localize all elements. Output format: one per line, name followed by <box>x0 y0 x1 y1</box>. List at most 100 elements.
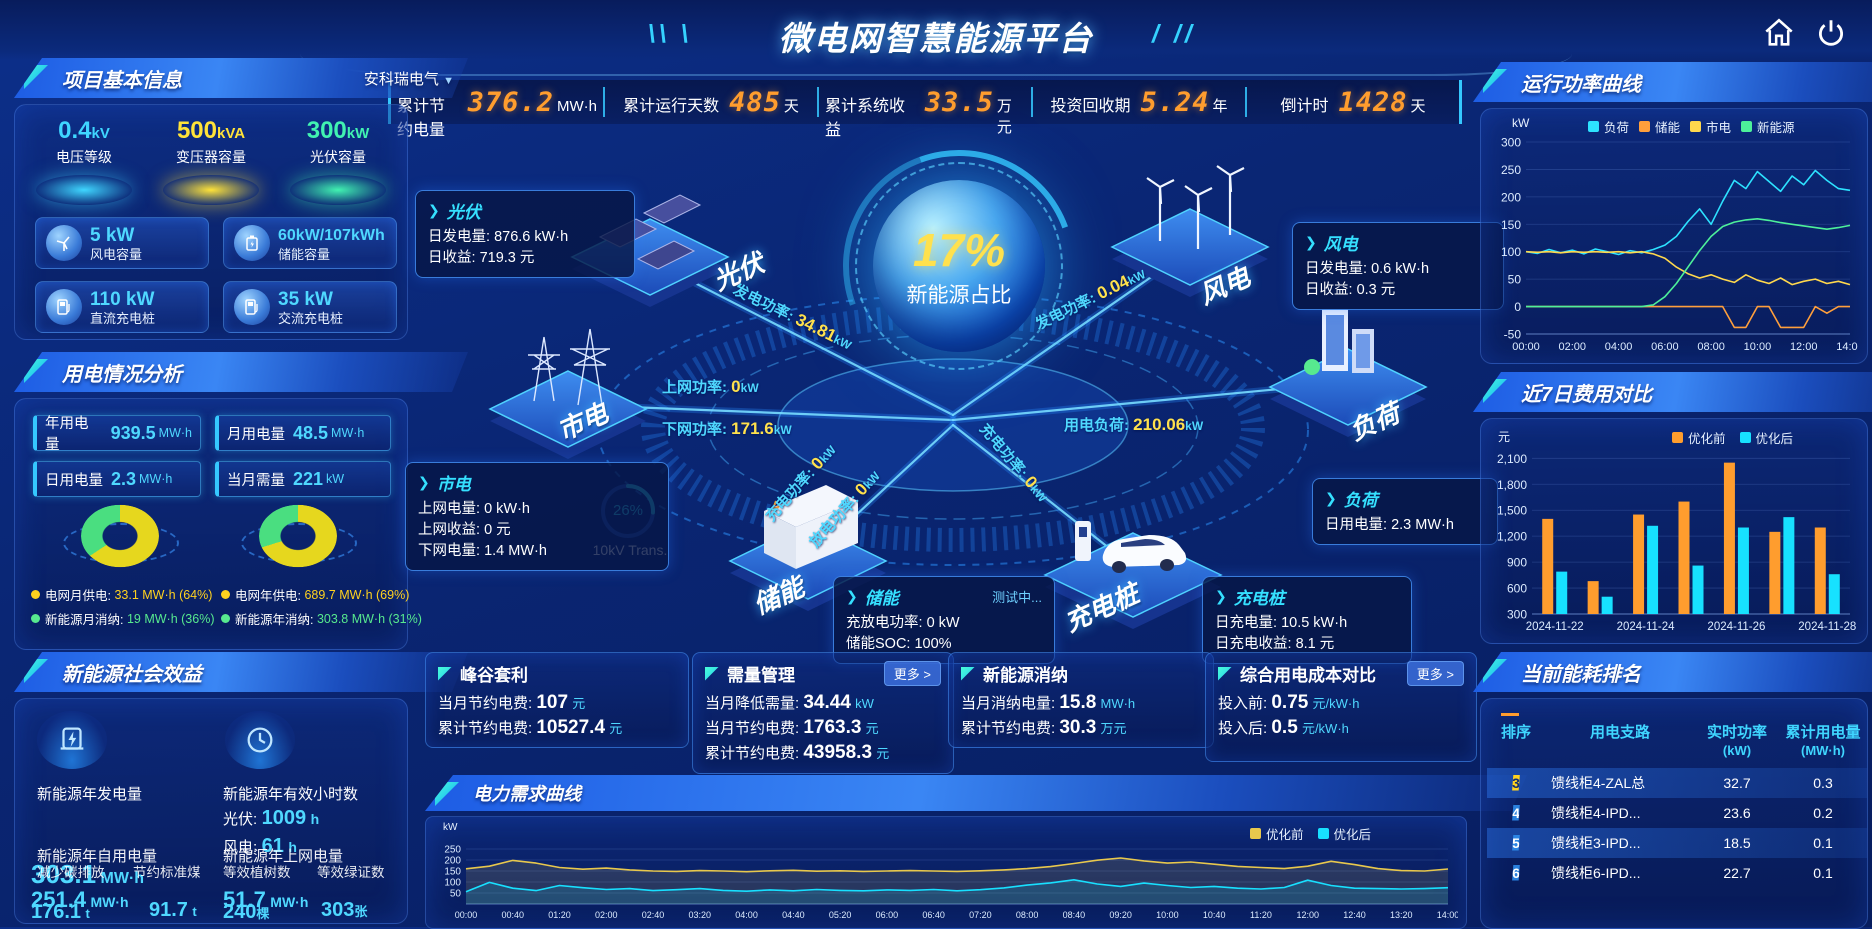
home-icon[interactable] <box>1762 16 1796 50</box>
kpi-stats-bar: 累计节约电量 376.2 MW·h 累计运行天数 485 天 累计系统收益 33… <box>388 80 1462 139</box>
rank-row[interactable]: 6 馈线柜6-IPD... 22.7 0.1 <box>1512 864 1833 881</box>
svg-text:100: 100 <box>444 878 461 889</box>
wind-turbine-icon <box>46 225 82 261</box>
self-use-label: 新能源年自用电量 <box>37 848 158 865</box>
battery-icon <box>234 225 270 261</box>
card-label: 交流充电桩 <box>278 310 344 326</box>
kpi-saved-energy: 累计节约电量 376.2 MW·h <box>391 87 605 139</box>
pv-info-box: ❯ 光伏 日发电量: 876.6 kW·h 日收益: 719.3 元 <box>415 190 635 278</box>
grid-node[interactable] <box>488 328 648 459</box>
svg-text:12:00: 12:00 <box>1790 341 1818 353</box>
caret-icon: ❯ <box>428 202 440 218</box>
demand-panel-body <box>425 816 1467 929</box>
year-donut-legend: 电网年供电: 689.7 MW·h (69%) 新能源年消纳: 303.8 MW… <box>221 585 422 628</box>
rank-row[interactable]: 4 馈线柜4-IPD... 23.6 0.2 <box>1512 804 1833 821</box>
title-deco-right: / // <box>1152 20 1196 48</box>
legend-item[interactable]: 优化后 <box>1739 428 1793 447</box>
card-value: 35 kW <box>278 288 333 310</box>
demand-panel-title: 电力需求曲线 <box>473 784 581 804</box>
to-grid-flow: 上网功率: 0kW <box>662 377 759 396</box>
legend-item[interactable]: 市电 <box>1690 117 1731 136</box>
svg-text:02:00: 02:00 <box>1559 341 1587 353</box>
legend-item: 电网年供电: 689.7 MW·h (69%) <box>221 585 422 604</box>
svg-text:02:00: 02:00 <box>595 910 618 920</box>
charger-node[interactable] <box>1043 521 1223 629</box>
legend-item[interactable]: 负荷 <box>1588 117 1629 136</box>
legend-item[interactable]: 储能 <box>1639 117 1680 136</box>
kpi-label: 累计节约电量 <box>397 98 446 139</box>
co2-label: 减少碳排放 <box>37 865 105 880</box>
storage-capacity-card: 60kW/107kWh 储能容量 <box>223 217 397 269</box>
charger-info-box: ❯ 充电桩 日充电量: 10.5 kW·h 日充电收益: 8.1 元 <box>1202 576 1412 664</box>
wind-node[interactable] <box>1110 165 1270 297</box>
kpi-value: 5.24 <box>1140 87 1210 118</box>
legend-item: 新能源年消纳: 303.8 MW·h (31%) <box>221 609 422 628</box>
month-energy-donut-chart <box>81 504 159 568</box>
svg-text:12:40: 12:40 <box>1343 910 1366 920</box>
month-demand-chip: 当月需量 221 kW <box>215 461 391 497</box>
kpi-unit: MW·h <box>557 98 597 115</box>
demand-ylabel: kW <box>443 822 458 833</box>
svg-text:06:00: 06:00 <box>876 910 899 920</box>
load-info-box: ❯ 负荷 日用电量: 2.3 MW·h <box>1312 478 1498 545</box>
svg-text:08:40: 08:40 <box>1063 910 1086 920</box>
card-label: 直流充电桩 <box>90 310 156 326</box>
demand-more-button[interactable]: 更多 > <box>883 661 941 686</box>
benefit-panel-header: 新能源社会效益 <box>14 652 468 692</box>
dc-charger-card: 110 kW 直流充电桩 <box>35 281 209 333</box>
legend-item[interactable]: 新能源 <box>1741 117 1795 136</box>
svg-text:1,200: 1,200 <box>1497 530 1527 544</box>
battery-container-icon <box>764 485 858 569</box>
kpi-unit: 天 <box>1410 98 1426 115</box>
card-label: 风电容量 <box>90 246 143 262</box>
cone-glow <box>36 175 132 205</box>
mini-title: 峰谷套利 <box>460 666 528 685</box>
svg-text:10:40: 10:40 <box>1203 910 1226 920</box>
legend-item[interactable]: 优化后 <box>1317 824 1371 843</box>
rank-row[interactable]: 3 馈线柜4-ZAL总 32.7 0.3 <box>1487 768 1867 798</box>
rank-row[interactable]: 5 馈线柜3-IPD... 18.5 0.1 <box>1487 828 1867 858</box>
company-dropdown[interactable]: 安科瑞电气 ▼ <box>364 68 454 89</box>
mini-title: 综合用电成本对比 <box>1240 666 1376 685</box>
chevron-down-icon: ▼ <box>443 74 454 87</box>
load-node[interactable] <box>1268 309 1428 437</box>
power-panel-header: 运行功率曲线 <box>1473 62 1872 102</box>
project-panel-header: 项目基本信息 安科瑞电气 ▼ <box>14 58 468 98</box>
power-curve-chart: -50 0 50 100 150 200 250 300 00:00 02:00 04:00 06:0… <box>1501 136 1858 354</box>
dc-charger-icon <box>46 289 82 325</box>
cost-compare-chart: 300 600 900 1,200 1,500 1,800 2,100 2024-11-22 2… <box>1497 452 1856 633</box>
cost-more-button[interactable]: 更多 > <box>1406 661 1464 686</box>
power-panel-body <box>1480 108 1868 364</box>
legend-item[interactable]: 优化前 <box>1672 428 1726 447</box>
self-use-value: 251.4 MW·h <box>31 887 129 912</box>
storage-node[interactable] <box>728 485 888 611</box>
svg-text:05:20: 05:20 <box>829 910 852 920</box>
kpi-unit: 万元 <box>996 98 1012 136</box>
kpi-run-days: 累计运行天数 485 天 <box>605 87 819 118</box>
ac-charger-card: 35 kW 交流充电桩 <box>223 281 397 333</box>
rank-panel-title: 当前能耗排名 <box>1521 663 1641 686</box>
ac-charger-icon <box>234 289 270 325</box>
cost-panel-title: 近7日费用对比 <box>1521 383 1653 406</box>
cone-value: 0.4 <box>58 117 92 144</box>
header-swoosh <box>300 52 1572 76</box>
svg-text:10:00: 10:00 <box>1744 341 1772 353</box>
svg-text:1,800: 1,800 <box>1497 478 1527 492</box>
power-icon[interactable] <box>1814 16 1848 50</box>
caret-icon: ❯ <box>1215 588 1227 604</box>
header-band <box>0 0 1872 60</box>
legend-item[interactable]: 优化前 <box>1250 824 1304 843</box>
demand-panel-header: 电力需求曲线 <box>425 775 1527 811</box>
usage-panel-title: 用电情况分析 <box>62 363 182 386</box>
kpi-total-income: 累计系统收益 33.5 万元 <box>819 87 1033 139</box>
svg-text:100: 100 <box>1501 245 1521 259</box>
caret-icon: ❯ <box>1305 234 1317 250</box>
renewable-ratio-label: 新能源占比 <box>906 284 1012 307</box>
kpi-label: 倒计时 <box>1280 98 1329 115</box>
to-grid-value: 51.7 MW·h <box>223 887 309 912</box>
svg-text:08:00: 08:00 <box>1016 910 1039 920</box>
card-value: 5 kW <box>90 224 135 246</box>
project-panel-title: 项目基本信息 <box>62 69 182 92</box>
svg-text:900: 900 <box>1507 556 1527 570</box>
